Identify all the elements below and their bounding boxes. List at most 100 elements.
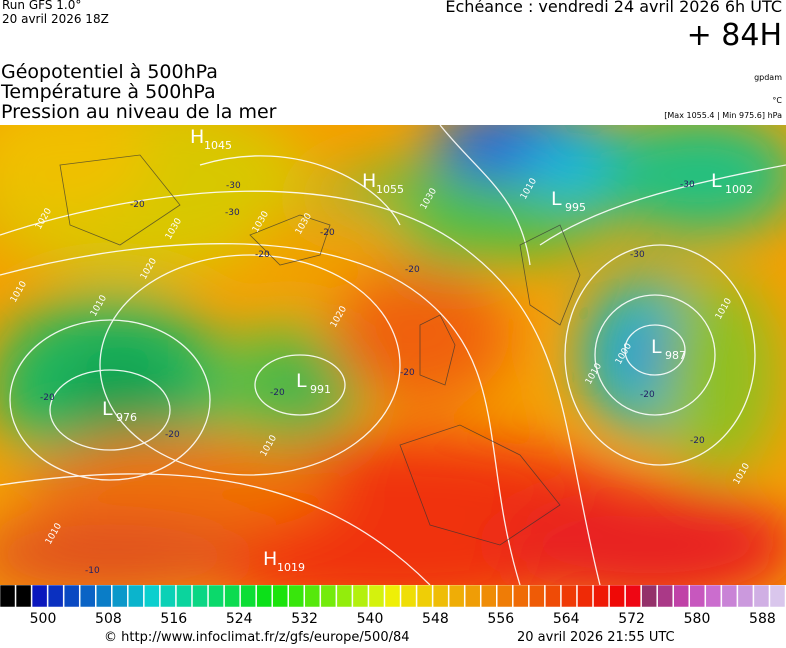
colorbar-label: 516: [160, 611, 187, 625]
temperature-label: -10: [85, 566, 100, 576]
colorbar-swatch: [352, 585, 369, 608]
temperature-label: -20: [270, 388, 285, 398]
colorbar-swatch: [208, 585, 224, 608]
colorbar-swatch: [400, 585, 417, 608]
colorbar-swatch: [320, 585, 337, 608]
colorbar-swatch: [336, 585, 353, 608]
colorbar-swatch: [160, 585, 176, 608]
colorbar-swatch: [47, 585, 64, 608]
title: Pression au niveau de la mer: [1, 101, 277, 123]
colorbar-swatch: [641, 585, 657, 608]
temperature-label: -20: [320, 228, 335, 238]
isobars: [0, 125, 786, 585]
colorbar-swatch: [657, 585, 673, 608]
pressure-value: 1002: [725, 183, 753, 196]
temperature-label: -20: [255, 250, 270, 260]
temperature-label: -30: [225, 208, 240, 218]
footer-url: © http://www.infoclimat.fr/z/gfs/europe/…: [104, 630, 410, 645]
temperature-label: -20: [405, 265, 420, 275]
colorbar-swatch: [513, 585, 529, 608]
temperature-label: -30: [226, 181, 241, 191]
colorbar-swatch: [256, 585, 272, 608]
colorbar-swatch: [368, 585, 385, 608]
pressure-value: 1019: [277, 561, 305, 574]
title: Température à 500hPa: [1, 81, 216, 103]
run: Run GFS 1.0°: [2, 0, 82, 12]
colorbar-swatch: [673, 585, 690, 608]
pressure-letter: H: [263, 548, 277, 570]
colorbar-swatch: [480, 585, 497, 608]
colorbar-swatch: [625, 585, 641, 608]
temperature-field: [0, 125, 786, 585]
colorbar-swatch: [769, 585, 786, 608]
colorbar-swatch: [63, 585, 80, 608]
colorbar-swatch: [609, 585, 625, 608]
pressure-letter: L: [102, 398, 113, 420]
colorbar-swatch: [497, 585, 513, 608]
pressure-letter: H: [362, 170, 376, 192]
colorbar-swatch: [15, 585, 32, 608]
coastlines: [59, 154, 581, 546]
colorbar-swatch: [240, 585, 256, 608]
colorbar-label: 508: [95, 611, 122, 625]
colorbar-swatch: [529, 585, 545, 608]
colorbar-swatch: [224, 585, 240, 608]
pressure-value: 976: [116, 411, 137, 424]
pressure-letter: L: [651, 336, 662, 358]
temperature-label: -20: [165, 430, 180, 440]
colorbar-swatch: [95, 585, 112, 608]
pressure-value: 987: [665, 349, 686, 362]
colorbar-swatch: [192, 585, 208, 608]
pressure-letter: H: [190, 126, 204, 148]
colorbar-label: 572: [618, 611, 645, 625]
colorbar-swatch: [416, 585, 433, 608]
pressure-value: 1055: [376, 183, 404, 196]
pressure-letter: L: [551, 188, 562, 210]
pressure-value: 991: [310, 383, 331, 396]
run-date: 20 avril 2026 18Z: [2, 12, 109, 26]
temperature-label: -30: [680, 180, 695, 190]
colorbar-swatch: [288, 585, 305, 608]
colorbar-swatch: [176, 585, 192, 608]
colorbar-label: 564: [553, 611, 580, 625]
temperature-label: -20: [400, 368, 415, 378]
unit: °C: [772, 96, 782, 105]
colorbar-swatch: [0, 585, 16, 608]
colorbar-swatch: [448, 585, 465, 608]
echeance: Echéance : vendredi 24 avril 2026 6h UTC: [445, 0, 782, 16]
colorbar-swatch: [545, 585, 561, 608]
colorbar-swatch: [112, 585, 128, 608]
title: Géopotentiel à 500hPa: [1, 61, 218, 83]
colorbar-swatch: [31, 585, 48, 608]
colorbar-label: 540: [357, 611, 384, 625]
colorbar-label: 580: [684, 611, 711, 625]
colorbar-swatch: [464, 585, 481, 608]
colorbar-label: 548: [422, 611, 449, 625]
colorbar-swatch: [272, 585, 288, 608]
colorbar-swatch: [304, 585, 321, 608]
colorbar: 5005085165245325405485565645725805885966…: [0, 585, 786, 625]
colorbar-swatch: [79, 585, 96, 608]
colorbar-swatch: [432, 585, 449, 608]
colorbar-swatch: [689, 585, 706, 608]
colorbar-label: 588: [749, 611, 776, 625]
temperature-label: -20: [130, 200, 145, 210]
colorbar-swatch: [144, 585, 160, 608]
colorbar-swatch: [577, 585, 593, 608]
colorbar-swatch: [721, 585, 738, 608]
unit: gpdam: [754, 73, 782, 82]
colorbar-label: 532: [291, 611, 318, 625]
colorbar-label: 556: [487, 611, 514, 625]
temperature-label: -30: [630, 250, 645, 260]
colorbar-swatch: [593, 585, 609, 608]
temperature-label: -20: [40, 393, 55, 403]
forecast: + 84H: [686, 18, 782, 53]
pressure-value: 1045: [204, 139, 232, 152]
temperature-label: -20: [640, 390, 655, 400]
colorbar-label: 524: [226, 611, 253, 625]
colorbar-swatch: [128, 585, 144, 608]
colorbar-label: 500: [30, 611, 57, 625]
pressure-letter: L: [711, 170, 722, 192]
pressure-letter: L: [296, 370, 307, 392]
colorbar-swatch: [561, 585, 577, 608]
